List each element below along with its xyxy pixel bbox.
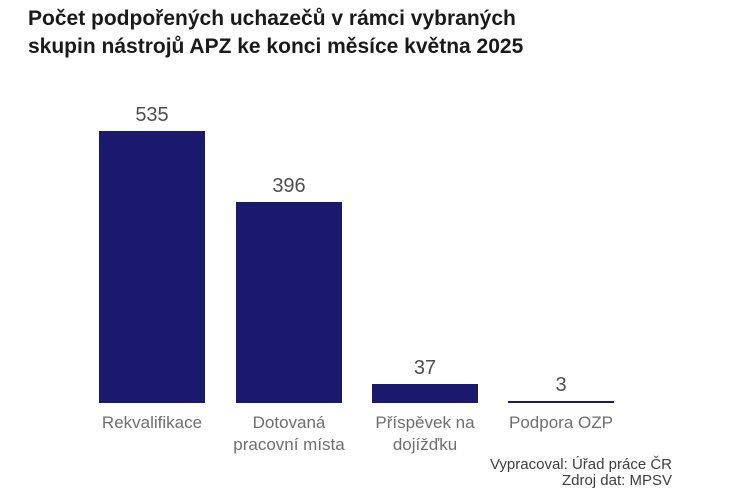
chart-title-line-1: Počet podpořených uchazečů v rámci vybra… bbox=[28, 7, 516, 30]
bar-category-label: Podpora OZP bbox=[509, 413, 613, 432]
chart-footer: Vypracoval: Úřad práce ČR Zdroj dat: MPS… bbox=[490, 457, 672, 489]
bar-3 bbox=[372, 384, 478, 403]
bar-4 bbox=[508, 401, 614, 403]
footer-source-line: Zdroj dat: MPSV bbox=[561, 472, 672, 489]
bar-value-label: 535 bbox=[135, 104, 169, 126]
footer-author-line: Vypracoval: Úřad práce ČR bbox=[489, 456, 672, 473]
bar-2 bbox=[236, 202, 342, 403]
bar-value-label: 3 bbox=[555, 374, 567, 396]
bar-category-label: Dotovaná pracovní místa bbox=[233, 413, 345, 454]
bar-value-label: 396 bbox=[272, 175, 306, 197]
bar-value-label: 37 bbox=[413, 357, 437, 379]
chart-title: Počet podpořených uchazečů v rámci vybra… bbox=[28, 5, 523, 61]
bar-category-label: Příspěvek na dojížďku bbox=[375, 413, 475, 454]
chart-title-line-2: skupin nástrojů APZ ke konci měsíce květ… bbox=[28, 35, 524, 58]
bar-category-label: Rekvalifikace bbox=[101, 413, 203, 432]
bar-1 bbox=[99, 131, 205, 403]
